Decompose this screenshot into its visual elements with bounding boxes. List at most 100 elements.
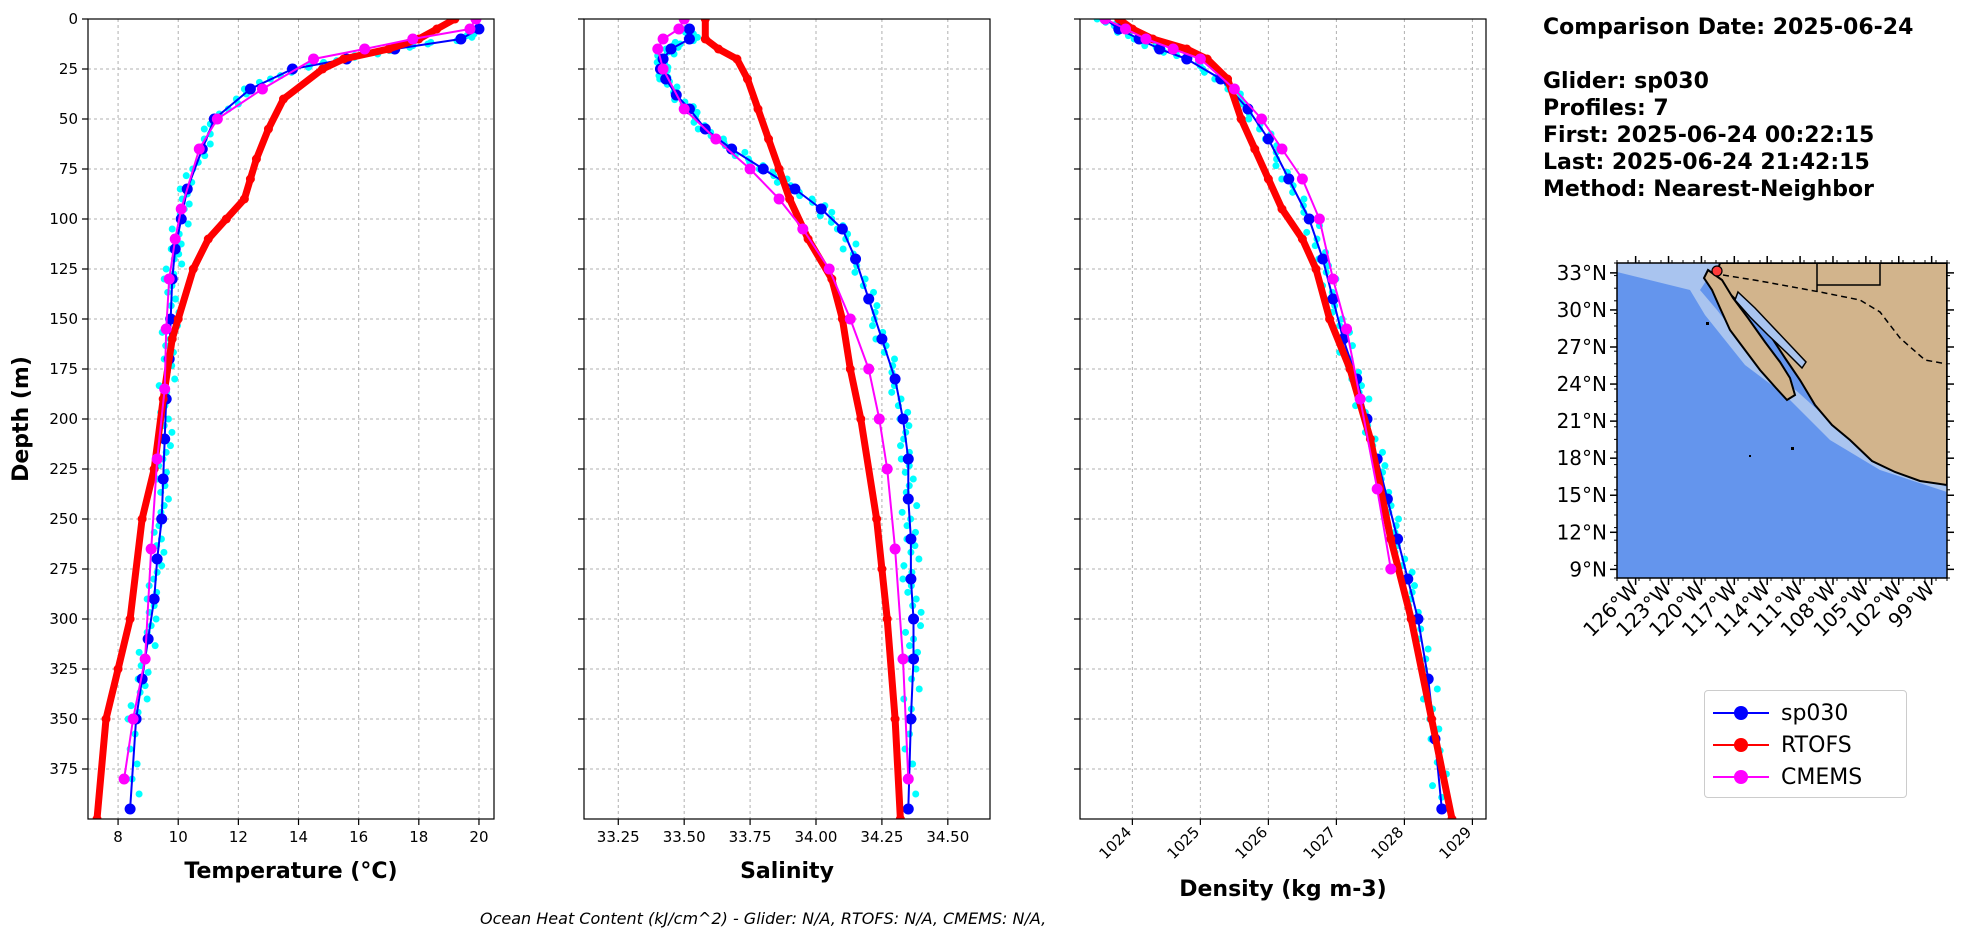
series-point-cmems xyxy=(881,463,893,475)
series-point-sp030 xyxy=(136,673,148,685)
series-point-cmems xyxy=(1296,173,1308,185)
series-point-cmems xyxy=(673,23,685,35)
glider-raw-point xyxy=(905,422,913,430)
series-point-sp030 xyxy=(287,63,299,75)
x-tick-label: 34.25 xyxy=(860,828,903,846)
map-border xyxy=(1722,274,1947,365)
glider-raw-point xyxy=(839,245,847,253)
legend-label: RTOFS xyxy=(1781,732,1852,758)
legend-swatch-cmems xyxy=(1713,767,1769,787)
series-line-cmems xyxy=(656,19,910,780)
glider-raw-point xyxy=(912,595,920,603)
series-point-cmems xyxy=(823,263,835,275)
glider-raw-point xyxy=(127,702,135,710)
series-point-cmems xyxy=(1256,113,1268,125)
glider-raw-point xyxy=(133,760,141,768)
glider-raw-point xyxy=(828,208,836,216)
series-point-rtofs xyxy=(1427,714,1437,724)
series-point-sp030 xyxy=(1181,53,1193,65)
glider-raw-point xyxy=(1424,645,1432,653)
series-point-rtofs xyxy=(872,514,882,524)
series-point-cmems xyxy=(139,653,151,665)
glider-raw-point xyxy=(909,760,917,768)
glider-raw-point xyxy=(152,615,160,623)
series-point-rtofs xyxy=(137,514,147,524)
series-point-cmems xyxy=(1354,393,1366,405)
series-point-cmems xyxy=(470,19,482,25)
x-tick-label: 16 xyxy=(349,828,368,846)
series-point-rtofs xyxy=(239,194,249,204)
y-tick-label: 150 xyxy=(49,310,78,328)
series-point-sp030 xyxy=(902,803,914,815)
series-point-cmems xyxy=(657,33,669,45)
profile-panel-3: 1024 1025 1026 1027 1028 1029 Density (kg m-3) xyxy=(1074,18,1487,902)
glider-raw-point xyxy=(1378,448,1386,456)
series-point-rtofs xyxy=(742,74,752,84)
series-point-rtofs xyxy=(890,714,900,724)
glider-raw-point xyxy=(741,148,749,156)
series-point-sp030 xyxy=(815,203,827,215)
series-point-cmems xyxy=(407,33,419,45)
glider-raw-point xyxy=(906,642,914,650)
y-tick-label: 100 xyxy=(49,210,78,228)
series-point-sp030 xyxy=(124,803,136,815)
glider-raw-point xyxy=(1278,175,1286,183)
series-point-cmems xyxy=(1276,143,1288,155)
glider-raw-point xyxy=(917,608,925,616)
series-point-sp030 xyxy=(905,713,917,725)
map-gulf xyxy=(1734,290,1807,370)
glider-raw-point xyxy=(917,622,925,630)
x-tick-label: 33.25 xyxy=(597,828,640,846)
series-point-rtofs xyxy=(764,134,774,144)
series-point-rtofs xyxy=(1406,614,1416,624)
series-point-cmems xyxy=(1313,213,1325,225)
series-line-sp030 xyxy=(129,28,480,810)
glider-raw-point xyxy=(1429,782,1437,790)
series-point-rtofs xyxy=(1250,144,1260,154)
y-tick-label: 50 xyxy=(59,110,78,128)
series-point-rtofs xyxy=(713,44,723,54)
glider-raw-point xyxy=(166,442,174,450)
series-point-cmems xyxy=(256,83,268,95)
glider-raw-point xyxy=(773,178,781,186)
series-point-rtofs xyxy=(318,64,328,74)
profile-panel-1: 8 10 12 14 16 18 20025507510012515017520022525… xyxy=(9,10,495,884)
series-point-cmems xyxy=(889,543,901,555)
series-point-rtofs xyxy=(101,714,111,724)
glider-raw-point xyxy=(143,695,151,703)
glider-raw-point xyxy=(897,455,905,463)
series-point-sp030 xyxy=(1317,253,1329,265)
glider-raw-point xyxy=(200,125,208,133)
x-tick-label: 1024 xyxy=(1095,823,1135,863)
glider-raw-point xyxy=(915,555,923,563)
x-axis-label: Density (kg m-3) xyxy=(1179,877,1387,902)
series-point-rtofs xyxy=(1345,364,1355,374)
y-tick-label: 300 xyxy=(49,610,78,628)
series-point-sp030 xyxy=(1303,213,1315,225)
glider-raw-point xyxy=(870,288,878,296)
series-point-rtofs xyxy=(1236,114,1246,124)
series-point-sp030 xyxy=(1283,173,1295,185)
x-tick-label: 18 xyxy=(409,828,428,846)
x-tick-label: 14 xyxy=(289,828,308,846)
series-point-cmems xyxy=(159,383,171,395)
series-point-cmems xyxy=(652,43,664,55)
axes-frame xyxy=(583,18,991,820)
series-point-cmems xyxy=(844,313,856,325)
glider-raw-point xyxy=(1433,685,1441,693)
x-tick-label: 34.00 xyxy=(795,828,838,846)
glider-raw-point xyxy=(901,468,909,476)
glider-raw-point xyxy=(1272,162,1280,170)
series-point-sp030 xyxy=(473,23,485,35)
series-point-rtofs xyxy=(339,54,349,64)
x-tick-label: 1025 xyxy=(1163,823,1203,863)
series-point-rtofs xyxy=(1114,19,1124,24)
series-point-rtofs xyxy=(895,814,905,819)
map-lat-label: 27°N xyxy=(1557,335,1607,359)
x-tick-label: 12 xyxy=(229,828,248,846)
profile-count: Profiles: 7 xyxy=(1543,96,1669,121)
series-point-cmems xyxy=(175,203,187,215)
x-tick-label: 34.50 xyxy=(926,828,969,846)
map-island xyxy=(1791,447,1794,450)
series-point-rtofs xyxy=(732,54,742,64)
